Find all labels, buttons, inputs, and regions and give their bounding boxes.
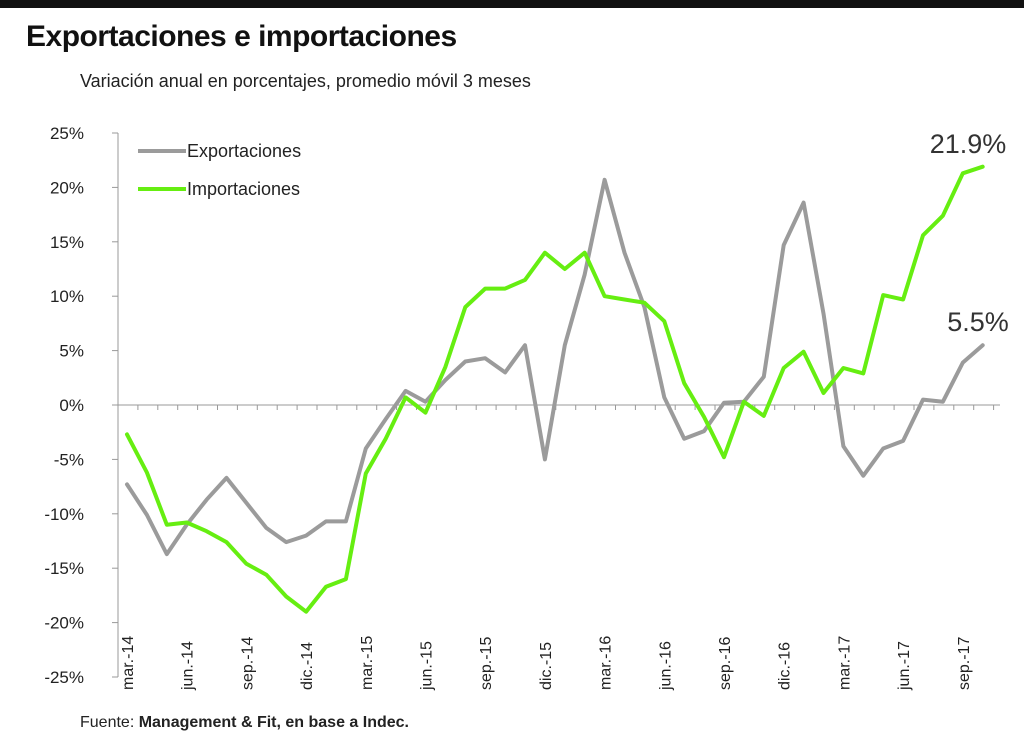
series-layer (125, 164, 985, 614)
y-tick-label: 5% (59, 342, 84, 361)
end-labels: 5.5% 21.9% (930, 129, 1009, 337)
y-tick-label: -20% (44, 614, 84, 633)
source-prefix: Fuente: (80, 714, 139, 731)
legend: Exportaciones Importaciones (138, 141, 301, 199)
y-tick-label: 0% (59, 396, 84, 415)
chart-title: Exportaciones e importaciones (26, 20, 457, 53)
x-tick-label: sep.-15 (478, 637, 495, 690)
top-bar (0, 0, 1024, 8)
end-label-importaciones: 21.9% (930, 129, 1007, 159)
x-tick-label: jun.-14 (180, 641, 197, 691)
y-tick-label: 20% (50, 178, 84, 197)
series-line-importaciones (125, 164, 985, 614)
axes: 25% 20% 15% 10% 5% 0% -5% -10% -15% -20% -25% mar.-… (44, 124, 1000, 691)
y-tick-label: -5% (54, 450, 84, 469)
x-tick-label: mar.-15 (359, 636, 376, 690)
y-tick-label: -25% (44, 668, 84, 687)
x-tick-label: dic.-15 (538, 642, 555, 690)
x-tick-label: jun.-15 (419, 641, 436, 691)
chart-subtitle: Variación anual en porcentajes, promedio… (80, 71, 531, 91)
x-tick-label: jun.-16 (657, 641, 674, 691)
x-tick-label: jun.-17 (896, 641, 913, 691)
x-tick-label: dic.-16 (777, 642, 794, 690)
source-text: Management & Fit, en base a Indec. (138, 714, 409, 731)
y-tick-label: 15% (50, 233, 84, 252)
legend-label-exportaciones: Exportaciones (187, 141, 301, 161)
x-tick-label: sep.-16 (717, 637, 734, 690)
end-label-exportaciones: 5.5% (947, 307, 1009, 337)
y-tick-label: -15% (44, 559, 84, 578)
x-tick-label: sep.-14 (239, 637, 256, 690)
x-tick-label: mar.-16 (598, 636, 615, 690)
legend-label-importaciones: Importaciones (187, 179, 300, 199)
series-line-exportaciones (125, 177, 985, 557)
x-tick-label: mar.-17 (836, 636, 853, 690)
x-tick-label: sep.-17 (956, 637, 973, 690)
y-tick-label: -10% (44, 505, 84, 524)
y-tick-label: 25% (50, 124, 84, 143)
x-tick-label: mar.-14 (120, 636, 137, 690)
y-tick-label: 10% (50, 287, 84, 306)
source-note: Fuente: Management & Fit, en base a Inde… (80, 714, 409, 732)
x-tick-label: dic.-14 (299, 642, 316, 690)
